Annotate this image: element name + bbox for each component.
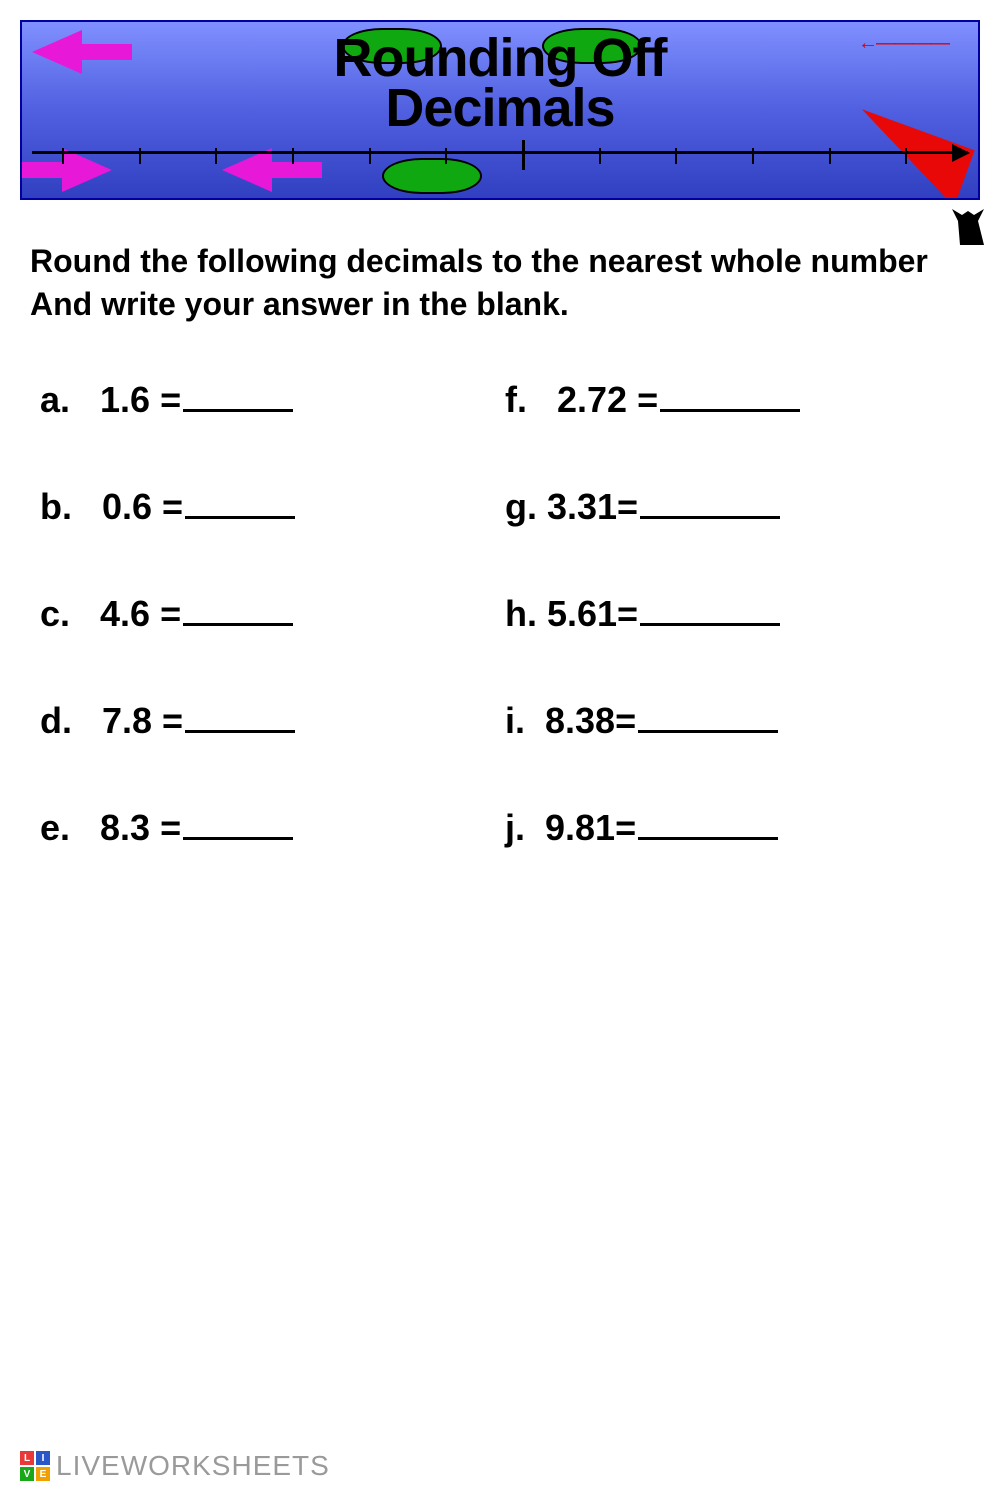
problem-label: g. 3.31= [505,486,638,528]
problem-item: g. 3.31= [505,483,970,528]
problem-label: b. 0.6 = [40,486,183,528]
watermark: LIVE LIVEWORKSHEETS [20,1450,330,1482]
green-shape-icon [382,158,482,194]
watermark-logo-icon: LIVE [20,1451,50,1481]
watermark-cell: L [20,1451,34,1465]
watermark-cell: E [36,1467,50,1481]
problem-item: h. 5.61= [505,590,970,635]
number-line-tick [215,148,217,164]
watermark-cell: V [20,1467,34,1481]
problem-item: f. 2.72 = [505,376,970,421]
problem-grid: a. 1.6 = b. 0.6 = c. 4.6 = d. 7.8 = e. 8.3 =… [20,376,980,849]
problem-item: j. 9.81= [505,804,970,849]
answer-blank[interactable] [638,804,778,840]
number-line-tick [675,148,677,164]
problem-label: f. 2.72 = [505,379,658,421]
number-line-tick [445,148,447,164]
number-line-tick [599,148,601,164]
title-line-2: Decimals [385,78,614,138]
number-line-tick [905,148,907,164]
answer-blank[interactable] [183,590,293,626]
answer-blank[interactable] [183,804,293,840]
title-banner: Rounding Off Decimals [20,20,980,200]
answer-blank[interactable] [660,376,800,412]
problem-item: a. 1.6 = [40,376,505,421]
number-line-tick [292,148,294,164]
number-line-tick [522,140,525,170]
number-line-tick [369,148,371,164]
problem-item: d. 7.8 = [40,697,505,742]
number-line-tick [139,148,141,164]
problem-label: j. 9.81= [505,807,636,849]
problem-label: c. 4.6 = [40,593,181,635]
number-line-tick [62,148,64,164]
number-line-tick [829,148,831,164]
pink-arrow-left-icon [222,148,272,192]
answer-blank[interactable] [185,697,295,733]
problem-label: e. 8.3 = [40,807,181,849]
instruction-text: Round the following decimals to the near… [30,240,970,326]
problem-label: a. 1.6 = [40,379,181,421]
problem-item: e. 8.3 = [40,804,505,849]
answer-blank[interactable] [640,483,780,519]
problem-label: h. 5.61= [505,593,638,635]
problem-item: c. 4.6 = [40,590,505,635]
number-line-tick [752,148,754,164]
answer-blank[interactable] [183,376,293,412]
number-line [32,151,968,154]
problem-label: i. 8.38= [505,700,636,742]
answer-blank[interactable] [638,697,778,733]
answer-blank[interactable] [640,590,780,626]
watermark-cell: I [36,1451,50,1465]
banner-title: Rounding Off Decimals [22,34,978,133]
problem-item: i. 8.38= [505,697,970,742]
pink-arrow-right-icon [62,148,112,192]
problem-label: d. 7.8 = [40,700,183,742]
answer-blank[interactable] [185,483,295,519]
cat-icon [952,205,992,245]
watermark-text: LIVEWORKSHEETS [56,1450,330,1482]
problem-item: b. 0.6 = [40,483,505,528]
